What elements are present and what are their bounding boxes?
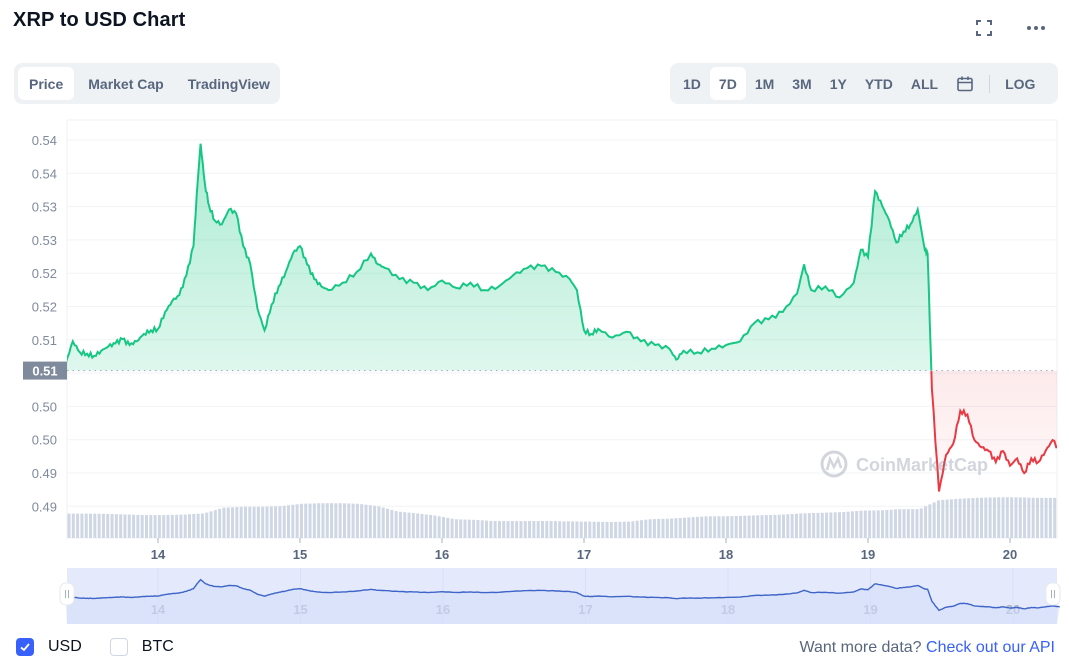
divider bbox=[989, 74, 991, 93]
usd-label: USD bbox=[48, 638, 82, 655]
currency-legend: USD BTC bbox=[16, 638, 202, 656]
usd-checkbox[interactable] bbox=[16, 638, 34, 656]
tab-market-cap[interactable]: Market Cap bbox=[88, 75, 164, 92]
time-range-tabs: 1D 7D 1M 3M 1Y YTD ALL LOG bbox=[670, 63, 1058, 104]
svg-text:0.51: 0.51 bbox=[32, 364, 57, 379]
fullscreen-icon bbox=[976, 20, 992, 36]
btc-label: BTC bbox=[141, 638, 174, 655]
coinmarketcap-watermark: CoinMarketCap bbox=[820, 450, 988, 478]
date-picker-button[interactable] bbox=[947, 67, 983, 100]
y-tick-label: 0.52 bbox=[32, 266, 57, 281]
calendar-icon bbox=[957, 76, 973, 91]
y-tick-label: 0.50 bbox=[32, 399, 57, 414]
range-1d[interactable]: 1D bbox=[683, 75, 701, 92]
navigator-right-handle[interactable] bbox=[1045, 582, 1061, 606]
more-options-icon bbox=[1027, 26, 1045, 30]
y-tick-label: 0.49 bbox=[32, 466, 57, 481]
y-tick-label: 0.53 bbox=[32, 233, 57, 248]
x-tick-label: 17 bbox=[577, 547, 591, 562]
range-1y[interactable]: 1Y bbox=[829, 75, 847, 92]
log-scale-toggle[interactable]: LOG bbox=[1005, 75, 1036, 92]
api-link[interactable]: Check out our API bbox=[926, 639, 1055, 656]
y-tick-label: 0.49 bbox=[32, 499, 57, 514]
x-tick-label: 16 bbox=[435, 547, 449, 562]
btc-checkbox[interactable] bbox=[109, 638, 128, 656]
range-3m[interactable]: 3M bbox=[792, 75, 812, 92]
y-tick-label: 0.52 bbox=[32, 300, 57, 315]
range-all[interactable]: ALL bbox=[910, 75, 939, 92]
y-tick-label: 0.53 bbox=[32, 200, 57, 215]
checkmark-icon bbox=[20, 643, 30, 652]
baseline-price-badge bbox=[23, 361, 67, 380]
page-title: XRP to USD Chart bbox=[13, 9, 186, 31]
x-tick-label: 14 bbox=[151, 547, 166, 562]
price-chart[interactable]: 0.54 0.54 0.53 0.53 0.52 0.52 0.51 0.51 0.50 0.50… bbox=[0, 116, 1069, 566]
range-7d[interactable]: 7D bbox=[709, 67, 746, 100]
x-tick-label: 20 bbox=[1003, 547, 1017, 562]
x-tick-label: 18 bbox=[719, 547, 733, 562]
chart-type-tabs: Price Market Cap TradingView bbox=[14, 63, 280, 104]
more-options-button[interactable] bbox=[1016, 14, 1056, 42]
x-tick-label: 15 bbox=[293, 547, 307, 562]
fullscreen-button[interactable] bbox=[964, 14, 1004, 42]
y-tick-label: 0.50 bbox=[32, 433, 57, 448]
navigator-left-handle[interactable] bbox=[59, 582, 75, 606]
navigator-line bbox=[65, 578, 1060, 612]
api-prompt: Want more data? bbox=[799, 639, 922, 656]
price-line-up bbox=[67, 143, 933, 371]
range-1m[interactable]: 1M bbox=[754, 75, 775, 92]
y-tick-label: 0.54 bbox=[32, 133, 57, 148]
y-tick-label: 0.54 bbox=[32, 166, 57, 181]
tab-tradingview[interactable]: TradingView bbox=[187, 75, 270, 92]
x-tick-label: 19 bbox=[861, 547, 875, 562]
tab-price[interactable]: Price bbox=[18, 67, 75, 100]
range-ytd[interactable]: YTD bbox=[864, 75, 893, 92]
y-tick-label: 0.51 bbox=[32, 333, 57, 348]
api-note: Want more data? Check out our API bbox=[799, 639, 1055, 657]
svg-text:CoinMarketCap: CoinMarketCap bbox=[856, 455, 988, 475]
